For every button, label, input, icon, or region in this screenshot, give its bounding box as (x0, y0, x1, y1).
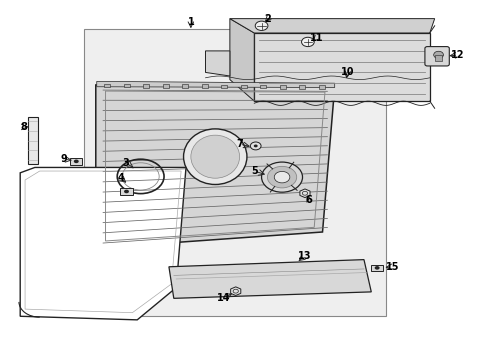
FancyBboxPatch shape (424, 46, 448, 66)
Bar (240, 85, 246, 88)
Text: 8: 8 (20, 122, 27, 132)
Bar (434, 55, 441, 61)
Polygon shape (229, 19, 434, 33)
Bar (162, 84, 168, 87)
Circle shape (433, 51, 443, 58)
Text: 6: 6 (305, 195, 312, 205)
Polygon shape (97, 81, 334, 87)
Text: 15: 15 (385, 262, 398, 272)
Text: 12: 12 (450, 50, 464, 60)
Bar (254, 33, 429, 101)
Bar (70, 158, 82, 165)
Circle shape (274, 171, 289, 183)
Text: 14: 14 (217, 293, 230, 303)
Bar (143, 84, 149, 87)
Ellipse shape (183, 129, 246, 184)
Circle shape (267, 166, 296, 188)
Circle shape (74, 159, 79, 163)
Circle shape (124, 190, 129, 193)
Text: 10: 10 (341, 67, 354, 77)
Text: 4: 4 (118, 173, 124, 183)
Polygon shape (205, 51, 229, 76)
Circle shape (301, 37, 314, 46)
Ellipse shape (190, 135, 239, 178)
Text: 5: 5 (250, 166, 257, 176)
Circle shape (374, 266, 379, 270)
Text: 7: 7 (236, 139, 243, 149)
Polygon shape (168, 260, 370, 298)
Bar (27, 117, 38, 164)
Bar (201, 84, 207, 88)
Bar (123, 84, 130, 87)
Polygon shape (230, 287, 240, 296)
Text: 13: 13 (298, 251, 311, 261)
Bar (260, 85, 266, 89)
Text: 2: 2 (264, 14, 271, 24)
Polygon shape (20, 167, 185, 320)
Bar (120, 188, 132, 195)
Text: 9: 9 (61, 154, 67, 164)
Bar (221, 85, 227, 88)
Circle shape (261, 162, 302, 192)
Bar (279, 85, 285, 89)
Text: 3: 3 (122, 158, 129, 168)
Text: 1: 1 (187, 17, 194, 27)
Polygon shape (229, 19, 254, 101)
Bar (318, 85, 325, 89)
Circle shape (253, 144, 257, 147)
Circle shape (250, 142, 261, 150)
Circle shape (255, 21, 267, 31)
Polygon shape (96, 85, 334, 248)
Text: 11: 11 (309, 33, 323, 42)
Bar (104, 84, 110, 87)
Bar (83, 30, 385, 316)
Bar (182, 84, 188, 88)
Bar (299, 85, 305, 89)
Bar (370, 265, 383, 271)
Polygon shape (299, 189, 309, 198)
